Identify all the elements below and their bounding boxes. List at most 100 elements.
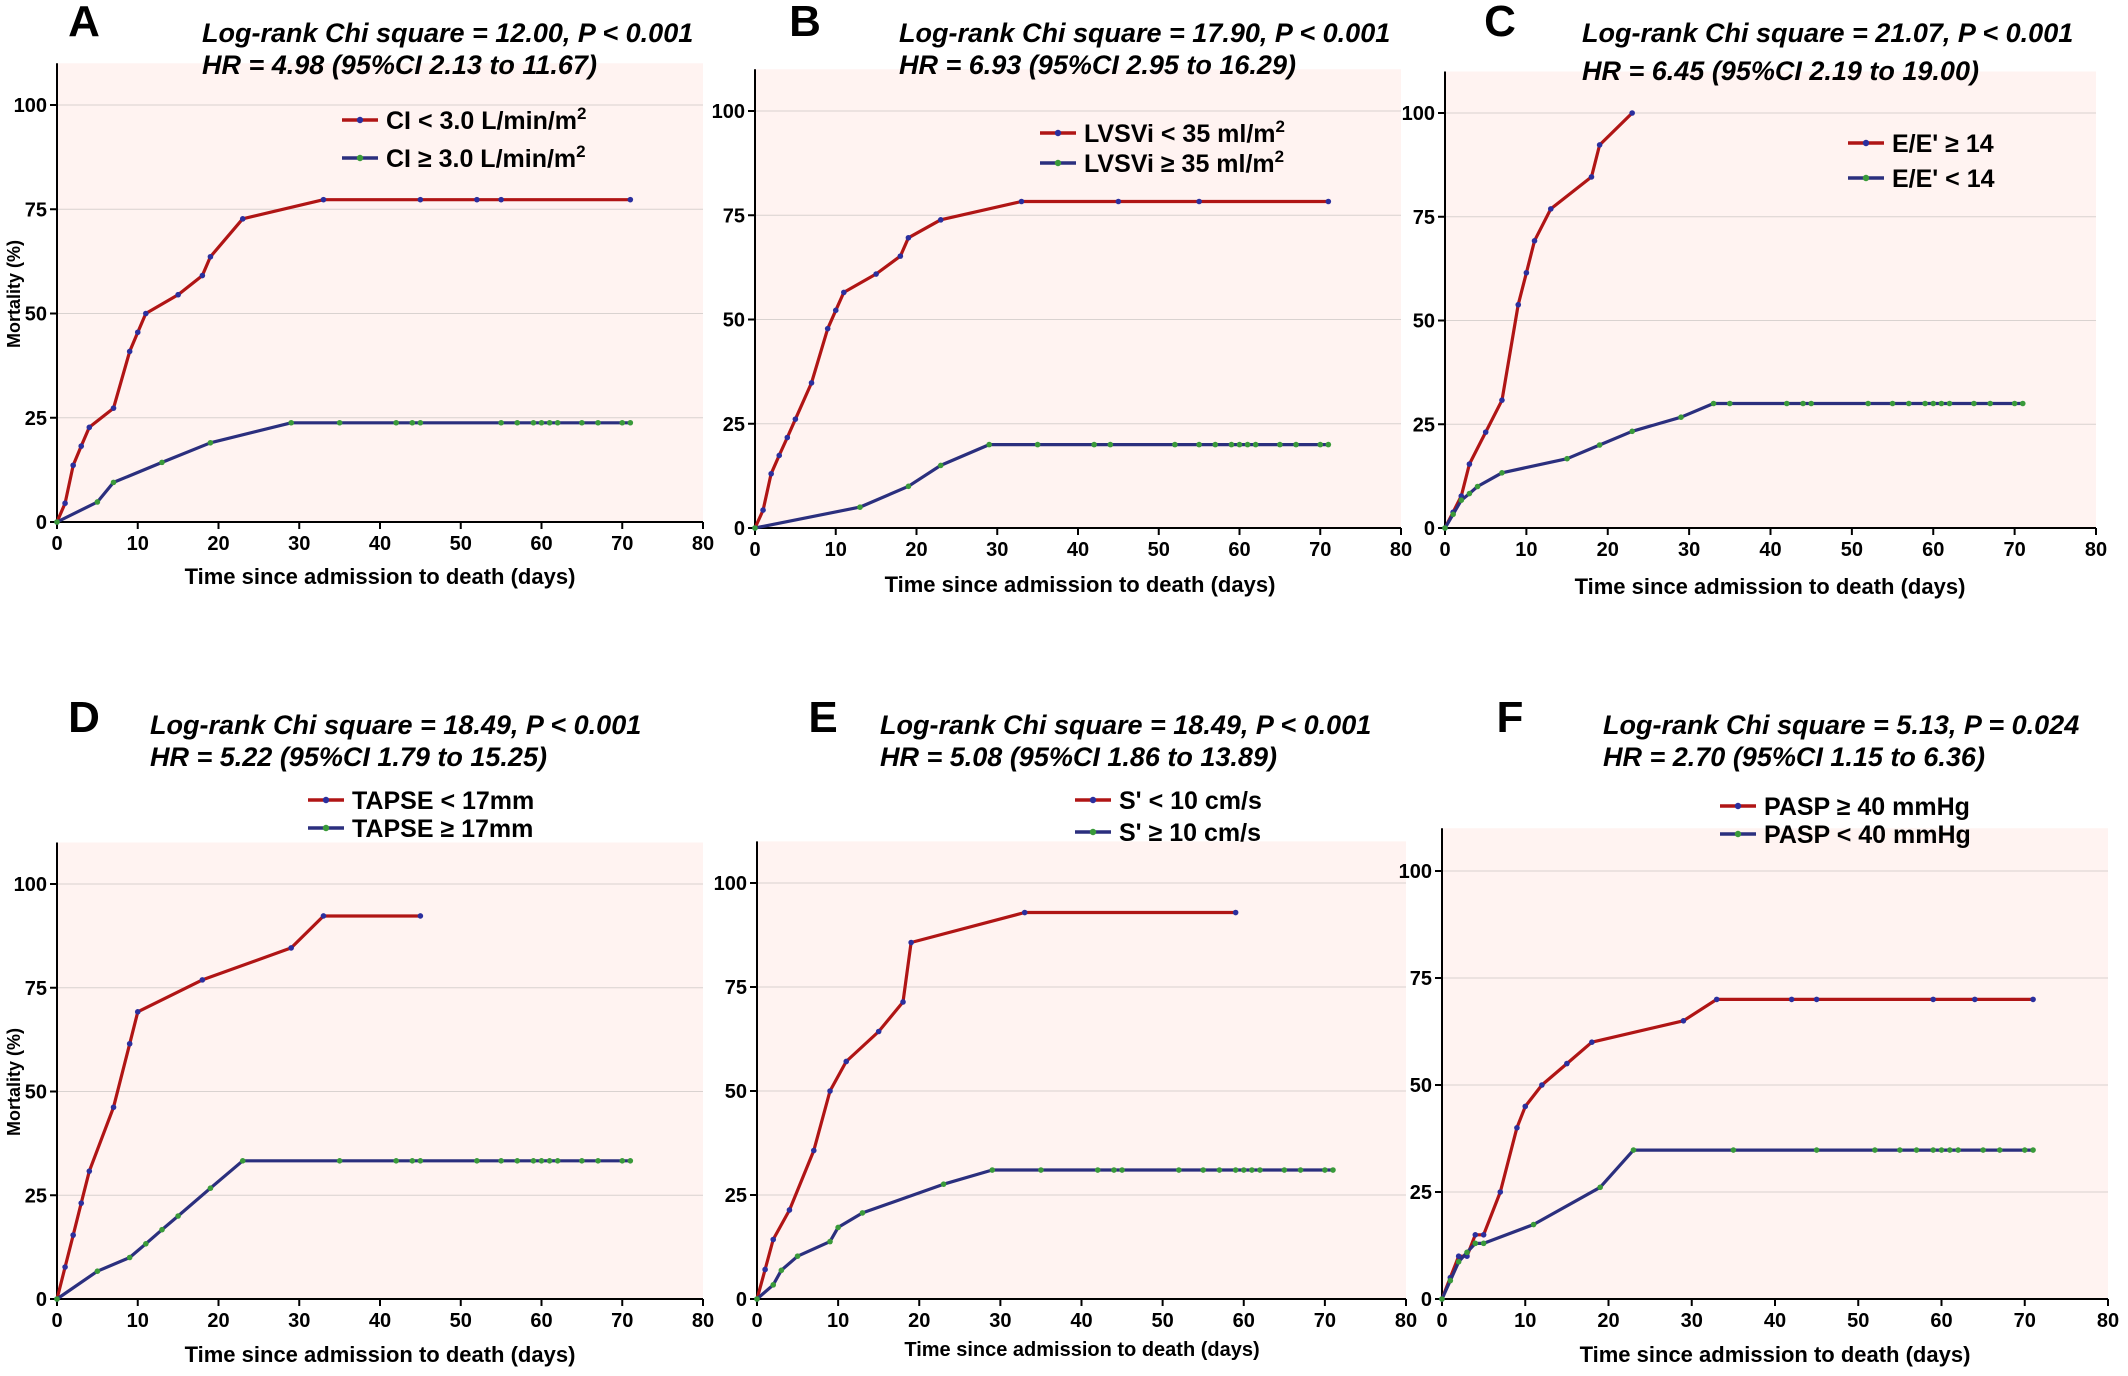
x-tick-label: 60 xyxy=(1922,539,1944,561)
data-point xyxy=(1800,400,1806,407)
data-point xyxy=(986,441,992,448)
panel-letter: F xyxy=(1497,693,1524,742)
data-point xyxy=(78,1200,85,1206)
data-point xyxy=(1788,996,1795,1003)
data-point xyxy=(1930,996,1936,1003)
logrank-stat: Log-rank Chi square = 5.13, P = 0.024 xyxy=(1603,710,2079,740)
data-point xyxy=(900,999,906,1005)
x-tick-label: 0 xyxy=(1439,539,1450,561)
x-axis-label: Time since admission to death (days) xyxy=(1575,574,1966,599)
data-point xyxy=(841,289,847,296)
data-point xyxy=(760,507,766,513)
hazard-ratio-stat: HR = 5.22 (95%CI 1.79 to 15.25) xyxy=(150,742,547,772)
data-point xyxy=(288,945,294,951)
data-point xyxy=(498,419,504,426)
data-point xyxy=(1472,1240,1479,1247)
panel-letter: B xyxy=(789,0,821,46)
data-point xyxy=(417,196,424,203)
data-point xyxy=(1297,1167,1304,1173)
data-point xyxy=(905,234,912,241)
legend-swatch-marker xyxy=(322,796,330,804)
data-point xyxy=(1249,1167,1255,1173)
data-point xyxy=(1497,1189,1504,1195)
x-tick-label: 50 xyxy=(450,533,472,555)
data-point xyxy=(875,1028,882,1035)
x-tick-label: 60 xyxy=(530,1310,552,1332)
data-point xyxy=(1480,1240,1487,1247)
data-point xyxy=(1678,414,1684,420)
data-point xyxy=(1228,441,1235,448)
data-point xyxy=(1938,1147,1945,1153)
data-point xyxy=(794,1253,801,1259)
data-point xyxy=(1946,400,1953,407)
data-point xyxy=(239,1158,246,1164)
data-point xyxy=(835,1224,841,1231)
y-tick-label: 25 xyxy=(1410,1182,1432,1204)
data-point xyxy=(134,329,141,336)
data-point xyxy=(1597,1184,1603,1191)
data-point xyxy=(538,419,545,426)
legend-swatch-marker xyxy=(356,154,364,162)
data-point xyxy=(175,291,181,298)
x-tick-label: 80 xyxy=(692,533,714,555)
legend-label: PASP ≥ 40 mmHg xyxy=(1764,793,1970,821)
data-point xyxy=(1119,1167,1125,1173)
data-point xyxy=(1107,441,1114,448)
x-tick-label: 10 xyxy=(127,1310,149,1332)
data-point xyxy=(1455,1258,1462,1265)
data-point xyxy=(554,419,561,426)
legend-swatch-marker xyxy=(1862,139,1870,147)
data-point xyxy=(336,419,343,426)
data-point xyxy=(905,483,912,490)
data-point xyxy=(1281,1167,1288,1173)
data-point xyxy=(1514,1125,1520,1131)
y-tick-label: 0 xyxy=(36,512,47,534)
x-axis-label: Time since admission to death (days) xyxy=(885,572,1276,597)
x-tick-label: 70 xyxy=(1314,1310,1336,1332)
logrank-stat: Log-rank Chi square = 18.49, P < 0.001 xyxy=(150,710,641,740)
data-point xyxy=(2011,400,2018,407)
series-line-1 xyxy=(755,910,1236,1300)
data-point xyxy=(1466,490,1473,497)
data-point xyxy=(126,348,133,355)
data-point xyxy=(498,1158,504,1164)
data-point xyxy=(1889,400,1896,407)
y-tick-label: 75 xyxy=(25,199,47,221)
data-point xyxy=(1293,441,1299,448)
data-point xyxy=(627,196,634,203)
data-point xyxy=(54,1296,60,1302)
data-point xyxy=(393,1158,399,1164)
y-tick-label: 100 xyxy=(714,873,747,895)
panel-letter: C xyxy=(1484,0,1516,46)
data-point xyxy=(1317,441,1324,448)
legend-swatch-marker xyxy=(1734,802,1742,810)
data-point xyxy=(1240,1167,1247,1173)
series-line-1 xyxy=(753,199,1329,529)
data-point xyxy=(1277,441,1283,448)
data-point xyxy=(1472,1232,1479,1238)
hazard-ratio-stat: HR = 6.93 (95%CI 2.95 to 16.29) xyxy=(899,50,1296,80)
x-tick-label: 20 xyxy=(905,539,927,561)
hazard-ratio-stat: HR = 6.45 (95%CI 2.19 to 19.00) xyxy=(1582,56,1979,86)
y-tick-label: 75 xyxy=(725,977,747,999)
logrank-stat: Log-rank Chi square = 18.49, P < 0.001 xyxy=(880,710,1371,740)
data-point xyxy=(1906,400,1912,407)
plot-area xyxy=(57,63,703,523)
legend-swatch-marker xyxy=(1089,828,1097,836)
x-axis-label: Time since admission to death (days) xyxy=(1580,1342,1971,1367)
x-tick-label: 0 xyxy=(51,533,62,555)
data-point xyxy=(1596,442,1603,448)
x-tick-label: 50 xyxy=(1841,539,1863,561)
data-point xyxy=(619,419,626,426)
data-point xyxy=(207,253,214,260)
x-axis-label: Time since admission to death (days) xyxy=(904,1339,1259,1361)
data-point xyxy=(336,1158,343,1164)
series-line-2 xyxy=(1440,1148,2034,1300)
y-tick-label: 50 xyxy=(725,1081,747,1103)
data-point xyxy=(1212,441,1219,448)
data-point xyxy=(1257,1167,1263,1173)
data-point xyxy=(1034,441,1041,448)
data-point xyxy=(754,1296,760,1302)
data-point xyxy=(595,419,601,426)
y-tick-label: 50 xyxy=(723,310,745,332)
